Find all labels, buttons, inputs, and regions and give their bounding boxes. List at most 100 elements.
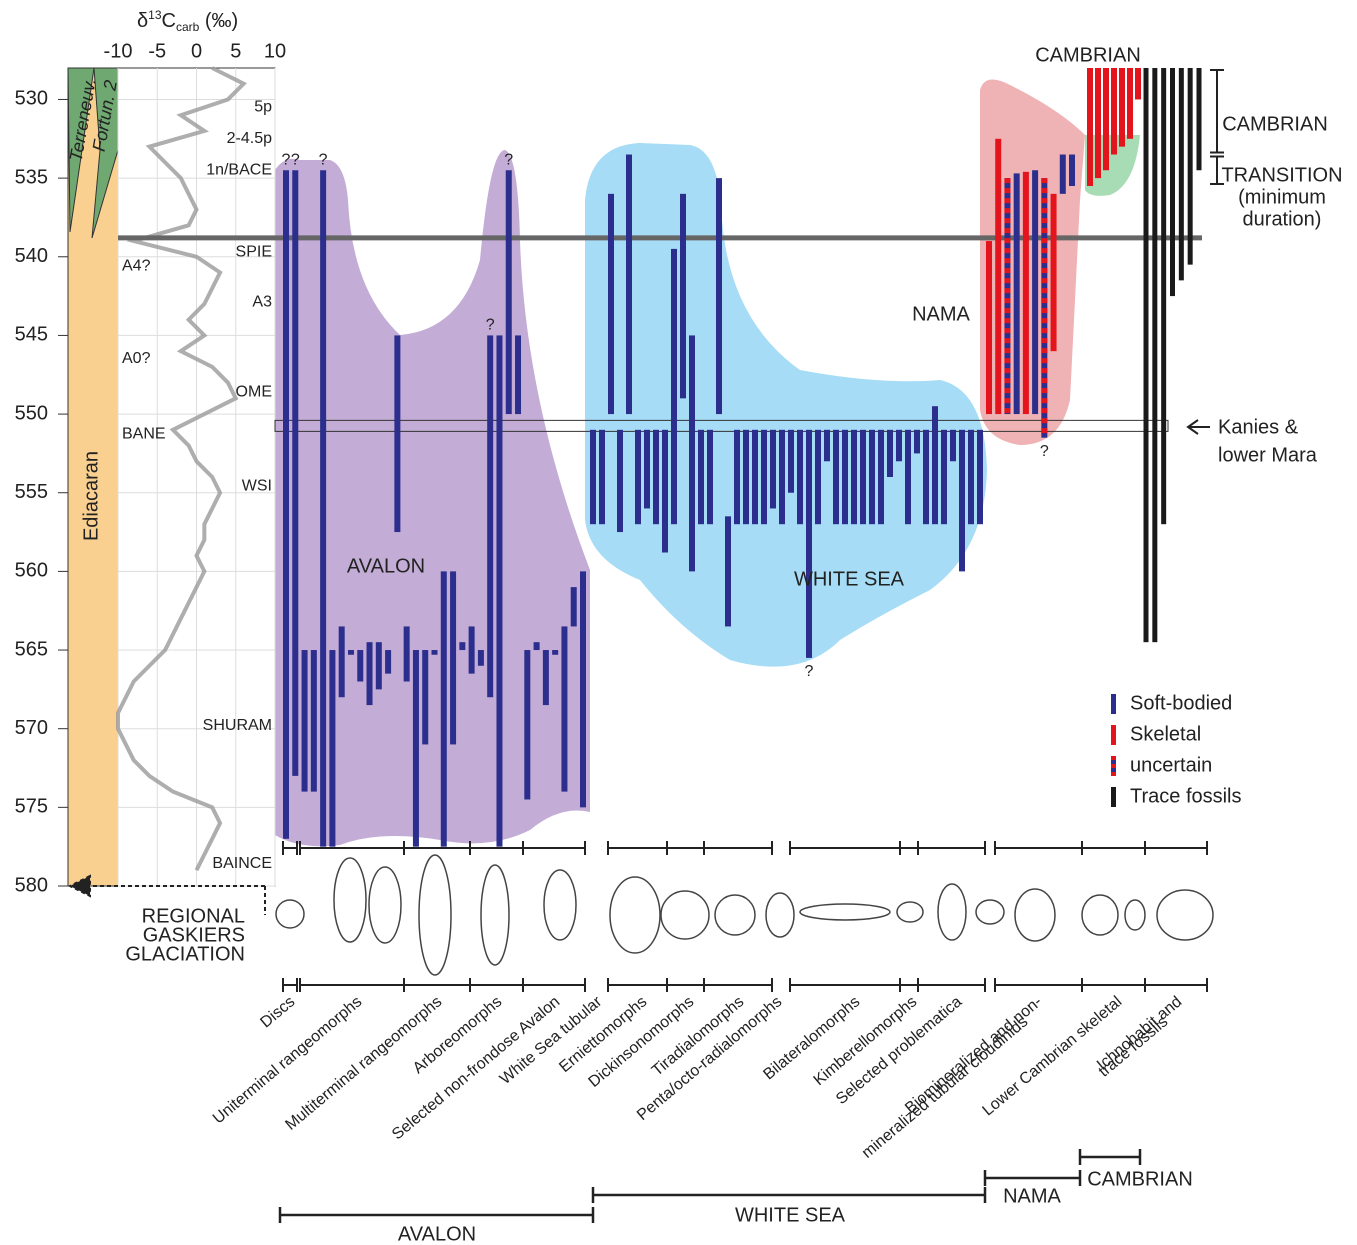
fossil-sketch bbox=[937, 883, 967, 941]
morph-bracket bbox=[282, 841, 298, 855]
range-bar bbox=[689, 335, 695, 572]
range-bar bbox=[869, 429, 875, 525]
glaciation-label: GLACIATION bbox=[125, 943, 245, 965]
group-bracket-label: NAMA bbox=[1003, 1185, 1061, 1207]
stage-label: duration) bbox=[1243, 208, 1322, 230]
legend-swatch bbox=[1111, 725, 1116, 745]
range-bar bbox=[1103, 68, 1109, 171]
uncertain-note: ? bbox=[291, 151, 300, 168]
range-bar bbox=[403, 626, 410, 682]
group-bracket bbox=[983, 1170, 1082, 1186]
glaciation-arrow bbox=[67, 874, 266, 915]
range-bar bbox=[1032, 170, 1039, 415]
fossil-sketch bbox=[765, 892, 795, 938]
uncertain-note: ? bbox=[504, 151, 513, 168]
fossil-sketch bbox=[543, 869, 577, 941]
range-bar bbox=[959, 429, 965, 572]
range-bar bbox=[347, 650, 354, 655]
range-bar bbox=[422, 650, 429, 745]
range-bar bbox=[707, 429, 713, 525]
fossil-sketch bbox=[799, 903, 891, 921]
range-bar bbox=[995, 138, 1002, 415]
range-bar bbox=[292, 170, 299, 776]
range-bar bbox=[851, 429, 857, 525]
isotope-curve bbox=[116, 66, 247, 872]
title-part: (‰) bbox=[199, 10, 238, 32]
range-bar bbox=[797, 429, 803, 525]
morph-bracket bbox=[522, 978, 586, 992]
morph-bracket bbox=[789, 978, 901, 992]
range-bar bbox=[1170, 68, 1175, 297]
morph-bracket bbox=[607, 841, 668, 855]
range-bar bbox=[878, 429, 884, 525]
range-bar bbox=[680, 193, 686, 399]
morph-bracket bbox=[1144, 841, 1208, 855]
range-bar bbox=[301, 650, 308, 792]
range-bar bbox=[968, 429, 974, 525]
range-bar bbox=[515, 335, 522, 415]
range-bar bbox=[860, 429, 866, 525]
range-bar bbox=[431, 650, 438, 655]
stage-bracket bbox=[1210, 69, 1224, 154]
range-bar bbox=[440, 571, 447, 847]
legend-label: uncertain bbox=[1130, 754, 1212, 776]
legend-swatch bbox=[1111, 787, 1116, 807]
range-bar bbox=[1127, 68, 1133, 139]
morph-bracket bbox=[1081, 978, 1146, 992]
range-bar bbox=[1187, 68, 1193, 265]
fossil-sketch bbox=[1124, 899, 1146, 931]
range-bar bbox=[653, 429, 659, 525]
legend-label: Soft-bodied bbox=[1130, 692, 1232, 714]
range-bar bbox=[357, 650, 364, 682]
range-bar bbox=[1087, 68, 1093, 186]
range-bar bbox=[459, 642, 466, 651]
kanies-label: Kanies & bbox=[1218, 416, 1299, 438]
range-bar bbox=[617, 429, 623, 533]
range-bar bbox=[450, 571, 457, 745]
morph-bracket bbox=[703, 841, 773, 855]
x-tick-label: 0 bbox=[191, 40, 202, 62]
range-bar bbox=[1013, 173, 1020, 415]
y-tick-label: 560 bbox=[15, 560, 48, 582]
excursion-label: SHURAM bbox=[203, 717, 272, 734]
y-tick-label: 540 bbox=[15, 245, 48, 267]
range-bar bbox=[815, 429, 821, 525]
range-bar bbox=[524, 650, 531, 800]
range-bar bbox=[752, 429, 758, 525]
fossil-sketch bbox=[1081, 894, 1119, 936]
morph-bracket bbox=[899, 841, 919, 855]
fossil-sketch bbox=[896, 901, 924, 923]
glaciation-label: GASKIERS bbox=[143, 924, 245, 946]
uncertain-note: ? bbox=[319, 151, 328, 168]
range-bar bbox=[320, 170, 327, 847]
range-bar bbox=[725, 516, 731, 627]
range-bar bbox=[770, 429, 776, 509]
range-bar bbox=[626, 154, 632, 415]
morph-bracket bbox=[917, 841, 986, 855]
range-bar bbox=[905, 429, 911, 525]
range-bar bbox=[283, 170, 289, 839]
x-tick-label: -5 bbox=[148, 40, 166, 62]
fossil-sketch bbox=[368, 866, 402, 944]
range-bar bbox=[914, 429, 920, 454]
uncertain-note: ? bbox=[282, 151, 291, 168]
range-bar bbox=[698, 429, 704, 525]
morph-bracket bbox=[522, 841, 586, 855]
morph-bracket bbox=[469, 978, 524, 992]
range-bar bbox=[477, 650, 484, 666]
morphotype-label: Penta/octo-radialomorphs bbox=[634, 993, 785, 1124]
range-bar bbox=[1178, 68, 1184, 281]
morph-bracket bbox=[994, 978, 1083, 992]
y-tick-label: 575 bbox=[15, 796, 48, 818]
excursion-label: OME bbox=[236, 383, 272, 400]
fossil-sketch bbox=[480, 864, 510, 966]
range-bar bbox=[552, 650, 559, 655]
fortunian-wedge bbox=[91, 67, 119, 239]
kanies-arrow bbox=[1186, 419, 1210, 435]
y-tick-label: 550 bbox=[15, 402, 48, 424]
group-bracket-label: WHITE SEA bbox=[735, 1204, 846, 1226]
isotope-title: δ13Ccarb (‰) bbox=[137, 8, 238, 34]
terreneuvian-wedge bbox=[67, 67, 95, 233]
range-bar bbox=[779, 429, 785, 525]
range-bar bbox=[310, 650, 317, 792]
